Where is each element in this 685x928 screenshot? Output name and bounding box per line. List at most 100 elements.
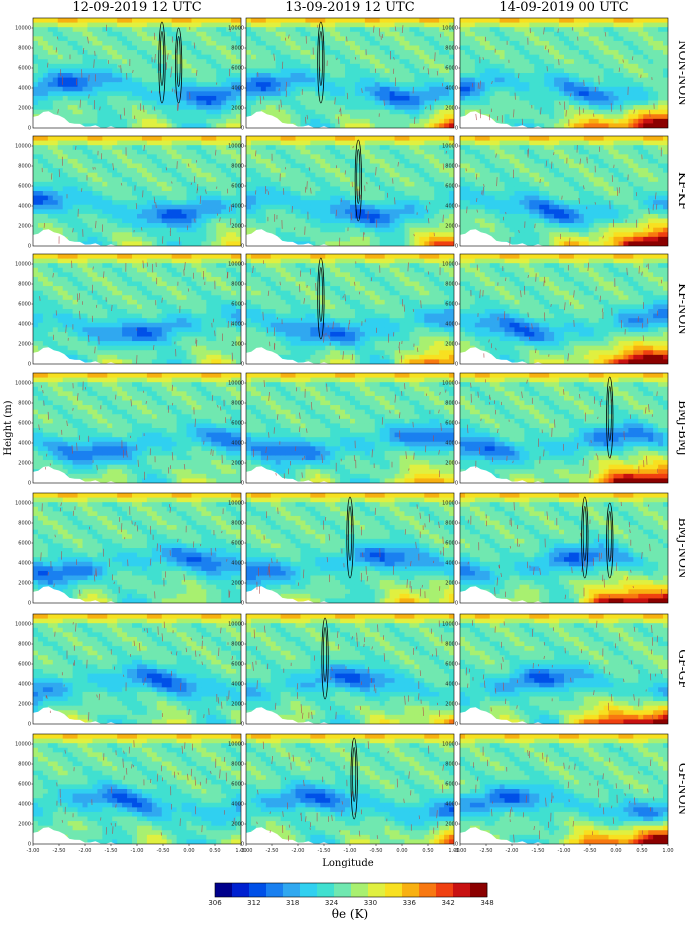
heatmap-cell <box>117 557 123 563</box>
heatmap-cell <box>117 428 123 433</box>
heatmap-cell <box>201 437 207 443</box>
heatmap-cell <box>127 391 133 397</box>
heatmap-cell <box>171 336 178 342</box>
heatmap-cell <box>176 304 182 310</box>
heatmap-cell <box>67 45 74 51</box>
heatmap-cell <box>52 267 59 273</box>
heatmap-cell <box>57 145 64 151</box>
heatmap-cell <box>47 373 54 378</box>
heatmap-cell <box>77 109 83 115</box>
heatmap-cell <box>206 232 212 238</box>
heatmap-cell <box>141 331 148 337</box>
heatmap-cell <box>171 204 178 210</box>
heatmap-cell <box>33 584 39 590</box>
heatmap-cell <box>117 82 123 88</box>
heatmap-cell <box>42 191 49 196</box>
heatmap-cell <box>37 177 44 183</box>
wind-vector <box>196 188 198 194</box>
heatmap-cell <box>112 341 118 347</box>
heatmap-cell <box>42 223 49 229</box>
heatmap-cell <box>206 354 212 360</box>
heatmap-cell <box>47 391 54 397</box>
heatmap-cell <box>231 309 237 314</box>
heatmap-cell <box>191 299 197 305</box>
heatmap-cell <box>137 163 143 169</box>
heatmap-cell <box>166 400 173 406</box>
heatmap-cell <box>47 304 54 310</box>
heatmap-cell <box>226 313 232 319</box>
heatmap-cell <box>191 267 197 273</box>
heatmap-cell <box>196 181 202 187</box>
heatmap-cell <box>87 140 93 146</box>
heatmap-cell <box>211 241 217 246</box>
heatmap-cell <box>112 460 118 466</box>
heatmap-cell <box>77 281 83 287</box>
heatmap-cell <box>82 400 88 406</box>
heatmap-cell <box>141 172 148 178</box>
heatmap-cell <box>52 450 59 456</box>
heatmap-cell <box>77 309 83 314</box>
wind-vector <box>212 318 215 323</box>
heatmap-cell <box>102 45 108 51</box>
heatmap-cell <box>132 272 138 278</box>
heatmap-cell <box>37 386 44 392</box>
heatmap-cell <box>57 186 64 192</box>
heatmap-cell <box>37 100 44 106</box>
heatmap-cell <box>72 552 78 558</box>
heatmap-cell <box>122 377 128 383</box>
heatmap-cell <box>87 68 93 74</box>
heatmap-cell <box>231 77 237 83</box>
heatmap-cell <box>216 386 222 392</box>
heatmap-cell <box>112 331 118 337</box>
heatmap-cell <box>33 446 39 452</box>
heatmap-cell <box>151 68 158 74</box>
heatmap-cell <box>151 236 158 242</box>
heatmap-cell <box>156 561 163 567</box>
heatmap-cell <box>141 341 148 347</box>
heatmap-cell <box>82 377 88 383</box>
heatmap-cell <box>97 241 103 246</box>
heatmap-cell <box>112 584 118 590</box>
heatmap-cell <box>57 455 64 461</box>
heatmap-cell <box>102 327 108 333</box>
heatmap-cell <box>137 123 143 128</box>
heatmap-cell <box>141 290 148 296</box>
heatmap-cell <box>226 149 232 155</box>
heatmap-cell <box>102 460 108 466</box>
heatmap-cell <box>87 213 93 219</box>
heatmap-cell <box>231 254 237 259</box>
heatmap-cell <box>181 227 187 233</box>
heatmap-cell <box>97 186 103 192</box>
heatmap-cell <box>201 54 207 60</box>
heatmap-cell <box>191 286 197 292</box>
heatmap-cell <box>42 258 49 264</box>
heatmap-cell <box>122 267 128 273</box>
heatmap-cell <box>216 213 222 219</box>
heatmap-cell <box>37 341 44 347</box>
heatmap-cell <box>47 140 54 146</box>
heatmap-cell <box>67 40 74 46</box>
heatmap-cell <box>112 40 118 46</box>
heatmap-cell <box>171 254 178 259</box>
heatmap-cell <box>67 525 74 531</box>
heatmap-cell <box>57 272 64 278</box>
heatmap-cell <box>201 59 207 65</box>
heatmap-cell <box>171 218 178 224</box>
heatmap-cell <box>196 241 202 246</box>
heatmap-cell <box>127 575 133 581</box>
heatmap-cell <box>166 295 173 301</box>
heatmap-cell <box>151 177 158 183</box>
heatmap-cell <box>201 377 207 383</box>
heatmap-cell <box>47 100 54 106</box>
heatmap-cell <box>201 140 207 146</box>
heatmap-cell <box>72 313 78 319</box>
heatmap-cell <box>166 77 173 83</box>
heatmap-cell <box>97 54 103 60</box>
heatmap-cell <box>42 54 49 60</box>
heatmap-cell <box>221 172 227 178</box>
heatmap-cell <box>196 395 202 401</box>
heatmap-cell <box>231 232 237 238</box>
heatmap-cell <box>117 227 123 233</box>
heatmap-cell <box>82 50 88 56</box>
heatmap-cell <box>171 359 178 364</box>
